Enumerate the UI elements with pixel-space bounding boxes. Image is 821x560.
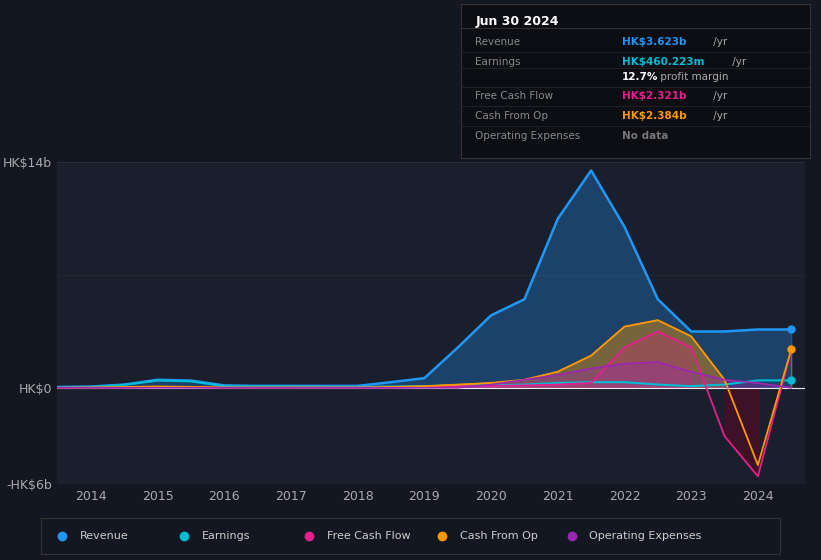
Text: 12.7%: 12.7% [622, 72, 658, 82]
Text: HK$460.223m: HK$460.223m [622, 57, 704, 67]
Text: Cash From Op: Cash From Op [460, 531, 538, 541]
Text: profit margin: profit margin [657, 72, 728, 82]
Text: HK$2.384b: HK$2.384b [622, 110, 686, 120]
Text: HK$3.623b: HK$3.623b [622, 38, 686, 48]
Text: Free Cash Flow: Free Cash Flow [475, 91, 553, 101]
Text: /yr: /yr [710, 91, 727, 101]
Text: Jun 30 2024: Jun 30 2024 [475, 15, 559, 27]
Text: Operating Expenses: Operating Expenses [589, 531, 702, 541]
Text: Earnings: Earnings [475, 57, 521, 67]
Text: Cash From Op: Cash From Op [475, 110, 548, 120]
Text: Operating Expenses: Operating Expenses [475, 132, 580, 141]
Text: Revenue: Revenue [475, 38, 521, 48]
Text: /yr: /yr [729, 57, 746, 67]
Text: /yr: /yr [710, 38, 727, 48]
Text: HK$2.321b: HK$2.321b [622, 91, 686, 101]
Text: Free Cash Flow: Free Cash Flow [327, 531, 410, 541]
Text: Revenue: Revenue [80, 531, 128, 541]
Text: /yr: /yr [710, 110, 727, 120]
Text: Earnings: Earnings [201, 531, 250, 541]
Text: No data: No data [622, 132, 668, 141]
